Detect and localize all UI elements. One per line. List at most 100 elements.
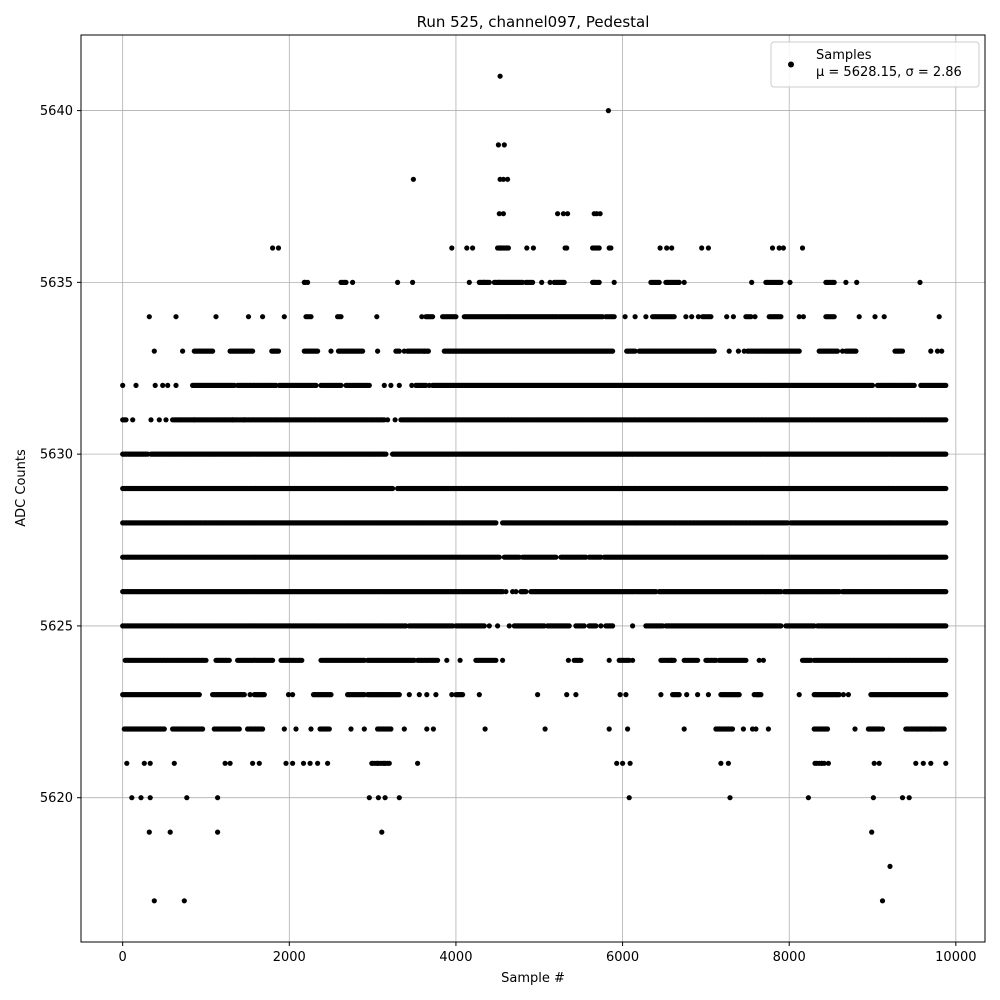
data-point [943,760,949,766]
data-point [617,692,623,698]
data-point [899,795,906,801]
data-point [610,623,616,629]
data-point [906,795,912,801]
data-point [482,726,488,732]
data-point [727,795,733,801]
data-point [290,692,296,698]
data-point [250,760,256,766]
data-point [920,760,926,766]
data-point [565,657,572,663]
data-point [564,692,570,698]
data-point [433,692,439,698]
data-point [123,417,129,423]
data-point [695,692,701,698]
data-point [913,760,919,766]
data-point [620,760,626,766]
data-point [293,726,299,732]
data-point [148,417,154,423]
data-point [143,451,149,457]
data-point [129,795,135,801]
data-point [496,554,502,560]
data-point [887,863,893,870]
data-point [566,623,572,629]
data-point [581,623,587,629]
data-point [535,692,541,698]
data-point [424,726,430,732]
data-point [486,623,492,629]
data-point [671,657,677,663]
data-point [308,726,314,732]
data-point [760,657,767,663]
data-point [821,760,827,766]
data-point [307,760,313,766]
data-point [141,760,147,766]
data-point [778,623,784,629]
data-point [299,657,305,663]
data-point [943,554,949,560]
data-point [385,760,391,766]
data-point [740,726,747,732]
data-point [542,726,548,732]
data-point [523,589,529,595]
data-point [481,623,487,629]
data-point [606,657,612,663]
data-point [171,760,177,766]
data-point [315,760,321,766]
data-point [196,692,202,698]
data-point [392,417,398,423]
data-point [290,760,296,766]
data-point [138,795,144,801]
data-point [676,692,682,698]
data-point [348,726,354,732]
data-point [241,692,247,698]
data-points [120,73,949,904]
data-point [870,795,877,801]
data-point [506,623,512,629]
data-point [943,657,949,663]
data-point [401,726,407,732]
data-point [743,657,749,663]
data-point [928,760,934,766]
data-point [625,726,631,732]
data-point [457,657,463,663]
data-point [941,726,947,732]
data-point [729,726,736,732]
data-point [630,623,636,629]
data-point [500,589,506,595]
data-point [435,657,441,663]
data-point [493,657,499,663]
data-point [658,692,664,698]
data-point [513,589,519,595]
data-point [261,692,267,698]
data-point [390,485,396,492]
data-point [406,692,412,698]
data-point [553,554,559,560]
data-point [270,657,276,663]
data-point [593,623,599,629]
data-point [824,726,831,732]
data-point [736,692,742,698]
data-point [366,795,372,801]
data-point [495,623,501,629]
data-point [626,657,632,663]
data-point [943,451,949,457]
data-point [146,829,152,835]
data-point [200,726,206,732]
data-point [381,417,387,423]
data-point [201,657,207,663]
data-point [222,760,228,766]
data-point [681,726,687,732]
data-point [627,760,633,766]
data-point [416,692,422,698]
data-point [375,795,381,801]
data-point [147,760,153,766]
data-point [227,760,233,766]
data-point [156,417,162,423]
data-point [753,726,759,732]
data-point [124,760,130,766]
data-point [361,726,367,732]
data-point [695,657,701,663]
data-point [130,417,136,423]
data-point [943,589,949,595]
